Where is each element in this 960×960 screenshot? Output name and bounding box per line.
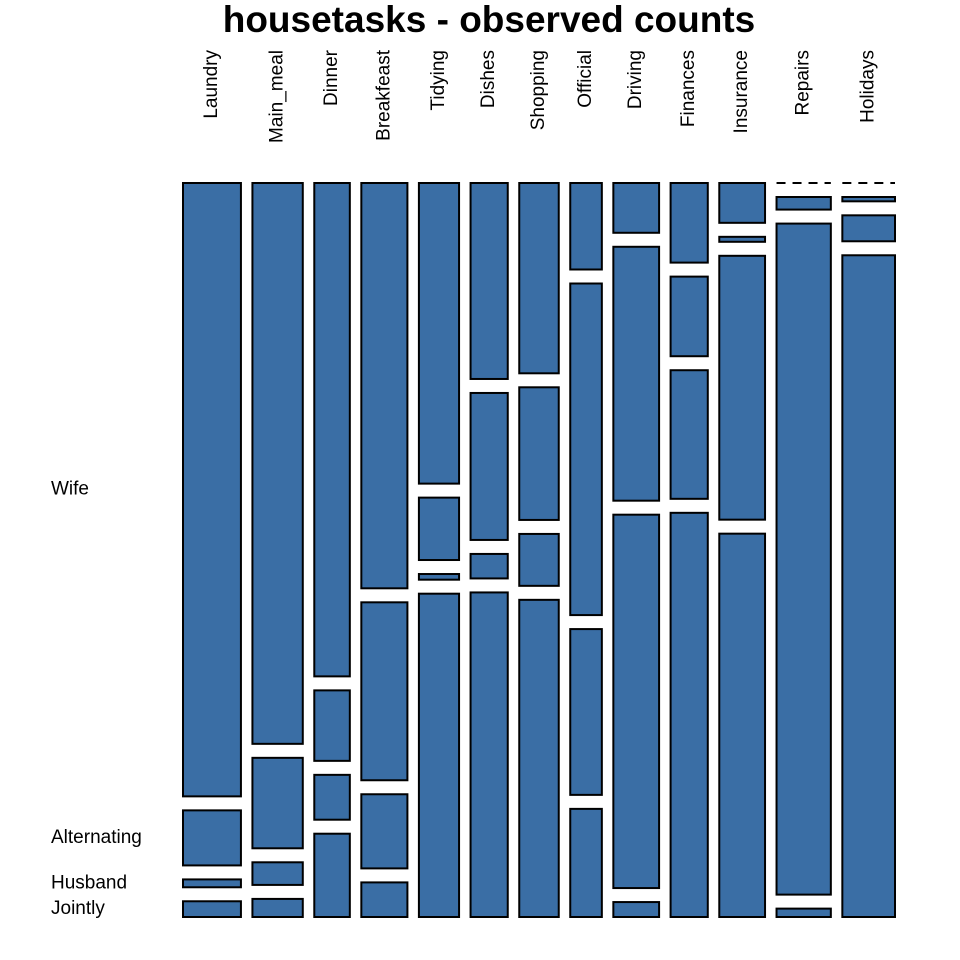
mosaic-cell (669, 511, 709, 918)
column-label: Dishes (478, 50, 499, 108)
mosaic-cell (360, 601, 409, 782)
mosaic-cell (569, 282, 603, 617)
column-label: Laundry (201, 50, 222, 119)
mosaic-cell (417, 573, 461, 581)
mosaic-cell (469, 182, 509, 380)
row-label: Husband (51, 872, 127, 893)
column-label: Holidays (858, 50, 879, 123)
mosaic-cell (841, 196, 897, 203)
mosaic-cell (718, 235, 767, 243)
mosaic-cell (182, 809, 242, 867)
mosaic-cell (313, 773, 351, 821)
column-label: Main_meal (267, 50, 288, 143)
column-label: Breakfeast (373, 49, 394, 141)
column-label: Finances (678, 50, 699, 127)
mosaic-cell (313, 832, 351, 918)
mosaic-cell (669, 182, 709, 264)
row-label: Jointly (51, 898, 105, 919)
mosaic-cell (569, 182, 603, 271)
column-label: Dinner (321, 49, 342, 106)
mosaic-cell (251, 756, 304, 850)
mosaic-cell (313, 689, 351, 762)
mosaic-cell (251, 861, 304, 886)
mosaic-cell (518, 182, 560, 375)
mosaic-cell (569, 628, 603, 796)
mosaic-cell (182, 182, 242, 798)
mosaic-cell (718, 532, 767, 918)
mosaic-cell (417, 496, 461, 562)
mosaic-cell (775, 907, 832, 918)
mosaic-cell (612, 182, 661, 234)
column-label: Insurance (731, 50, 752, 133)
mosaic-cell (841, 254, 897, 918)
mosaic-cell (182, 878, 242, 889)
mosaic-cell (469, 552, 509, 580)
mosaic-cell (518, 598, 560, 918)
mosaic-cell (182, 900, 242, 918)
mosaic-cell (417, 182, 461, 485)
mosaic-cell (469, 591, 509, 919)
mosaic-cell (518, 386, 560, 521)
chart-title: housetasks - observed counts (223, 0, 756, 40)
row-label: Wife (51, 479, 89, 500)
mosaic-cell (251, 182, 304, 745)
column-label: Repairs (793, 50, 814, 115)
mosaic-cell (775, 196, 832, 211)
mosaic-cell (251, 897, 304, 919)
column-label: Tidying (428, 50, 449, 111)
mosaic-cell (313, 182, 351, 678)
mosaic-cell (360, 182, 409, 590)
mosaic-cell (518, 532, 560, 587)
mosaic-cell (775, 222, 832, 896)
mosaic-cell (841, 214, 897, 243)
mosaic-cell (360, 793, 409, 870)
column-label: Driving (625, 50, 646, 109)
mosaic-cell (612, 513, 661, 890)
row-label: Alternating (51, 827, 142, 848)
mosaic-cell (469, 391, 509, 541)
mosaic-cell (417, 592, 461, 918)
mosaic-cell (669, 275, 709, 358)
mosaic-cell (612, 901, 661, 919)
mosaic-cell (612, 245, 661, 502)
mosaic-cell (718, 254, 767, 521)
mosaic-cell (569, 807, 603, 918)
column-label: Official (575, 50, 596, 108)
mosaic-cell (718, 182, 767, 224)
column-label: Shopping (528, 50, 549, 130)
mosaic-cell (669, 369, 709, 500)
mosaic-cell (360, 881, 409, 919)
